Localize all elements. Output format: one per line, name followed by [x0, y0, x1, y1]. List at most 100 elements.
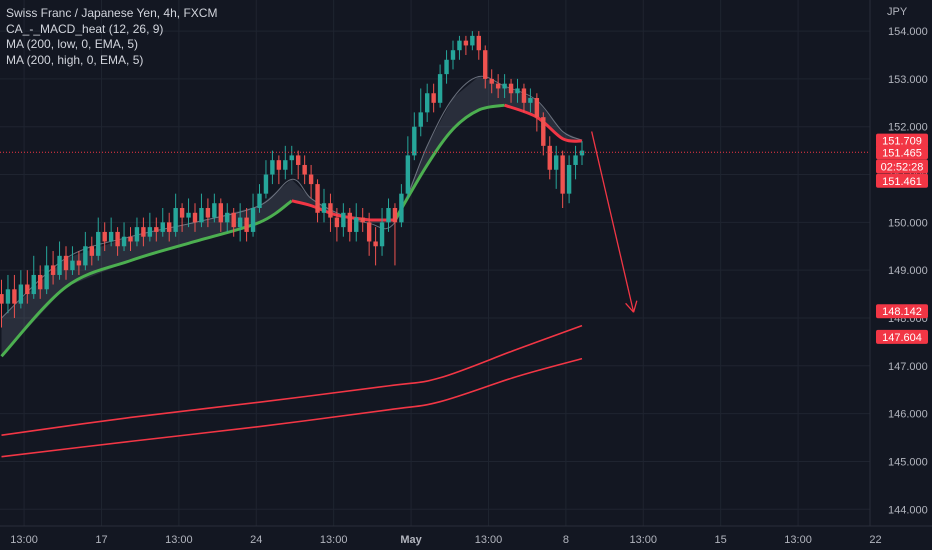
candle-body	[70, 260, 75, 271]
candle-body	[83, 246, 88, 266]
candle	[579, 141, 585, 165]
candle-body	[18, 284, 24, 304]
time-axis[interactable]	[0, 526, 932, 550]
candle-body	[50, 265, 56, 275]
candle	[354, 203, 359, 242]
price-label: 147.604	[876, 329, 928, 344]
candle-body	[231, 212, 236, 228]
macd-band-fill	[1, 76, 582, 357]
candle	[160, 208, 165, 237]
forecast-arrow-head	[632, 300, 638, 313]
indicator-macd-heat[interactable]: CA_-_MACD_heat (12, 26, 9)	[6, 21, 164, 36]
candle	[31, 255, 36, 299]
candlestick-series[interactable]	[0, 31, 585, 328]
candle-body	[373, 241, 378, 247]
price-label-text: 148.142	[882, 306, 922, 318]
candle-body	[321, 203, 327, 213]
candle	[115, 227, 120, 256]
candle-body	[44, 265, 49, 290]
candle	[379, 208, 385, 256]
price-label-text: 02:52:28	[881, 161, 924, 173]
candle	[18, 270, 24, 309]
price-label: 02:52:28	[876, 159, 928, 174]
candle-body	[399, 193, 404, 223]
candle-body	[515, 88, 520, 94]
candle	[534, 93, 540, 132]
candle	[0, 279, 4, 328]
candle	[289, 145, 294, 175]
price-label: 151.461	[876, 173, 928, 188]
x-tick-label: 13:00	[320, 534, 348, 546]
candle	[96, 217, 101, 261]
candle-body	[263, 174, 269, 194]
candle-body	[476, 35, 481, 51]
candle	[244, 208, 249, 242]
candle	[321, 188, 327, 223]
y-tick-label: 154.000	[888, 26, 928, 38]
candle	[483, 45, 488, 89]
candle	[83, 231, 88, 271]
candle	[418, 88, 423, 137]
chart-title: Swiss Franc / Japanese Yen, 4h, FXCM	[6, 6, 218, 20]
candle-body	[186, 212, 191, 218]
candle-body	[470, 35, 475, 46]
candle-body	[508, 83, 514, 94]
candle-body	[199, 208, 204, 223]
candle-body	[483, 50, 488, 79]
candle-body	[218, 203, 223, 223]
candle-body	[554, 155, 559, 170]
candle-body	[12, 289, 17, 304]
candle	[450, 40, 456, 70]
price-label-box	[876, 304, 928, 319]
price-axis[interactable]	[870, 0, 932, 526]
candle-body	[141, 227, 146, 237]
candle	[495, 74, 501, 99]
candle	[141, 217, 146, 247]
candle-body	[276, 160, 282, 170]
candle-body	[257, 193, 262, 209]
candle-body	[341, 212, 346, 228]
candle	[12, 274, 17, 318]
candle	[44, 246, 49, 295]
candle-body	[89, 246, 94, 256]
x-axis-ticks: 13:00 17 13:00 24 13:00 May 13:00 8 13:00 15 13:00…	[10, 534, 881, 546]
price-label: 151.709	[876, 133, 928, 148]
y-tick-label: 147.000	[888, 361, 928, 373]
candle	[199, 193, 204, 228]
candle-body	[31, 274, 36, 295]
candle-body	[425, 93, 430, 113]
macd-slow-line-bear	[504, 103, 583, 143]
candle-body	[128, 236, 133, 242]
candle	[5, 274, 11, 314]
indicator-ma-high[interactable]: MA (200, high, 0, EMA, 5)	[6, 52, 144, 67]
price-label-box	[876, 145, 928, 160]
candle	[437, 64, 443, 108]
candle	[192, 203, 198, 232]
candle-body	[250, 208, 256, 232]
candle-body	[457, 40, 462, 51]
candle	[366, 212, 372, 256]
candle-body	[386, 208, 391, 223]
candle	[173, 193, 178, 237]
candle	[302, 155, 307, 185]
candle	[212, 193, 217, 223]
candle-body	[173, 208, 178, 232]
candle	[147, 212, 153, 242]
candle	[205, 198, 211, 228]
candle-body	[328, 203, 333, 218]
candle-body	[63, 255, 69, 271]
chart-legend: Swiss Franc / Japanese Yen, 4h, FXCM CA_…	[6, 6, 217, 68]
candle-body	[579, 150, 585, 156]
candle	[276, 155, 282, 185]
x-tick-label: 13:00	[784, 534, 812, 546]
x-tick-label: 13:00	[630, 534, 658, 546]
candle-body	[108, 231, 114, 242]
candle	[108, 217, 114, 247]
candle-body	[315, 184, 320, 213]
candle	[463, 35, 469, 55]
price-label-box	[876, 329, 928, 344]
forecast-arrow-shaft	[591, 131, 635, 313]
indicator-ma-low[interactable]: MA (200, low, 0, EMA, 5)	[6, 37, 139, 51]
candle-body	[354, 217, 359, 232]
